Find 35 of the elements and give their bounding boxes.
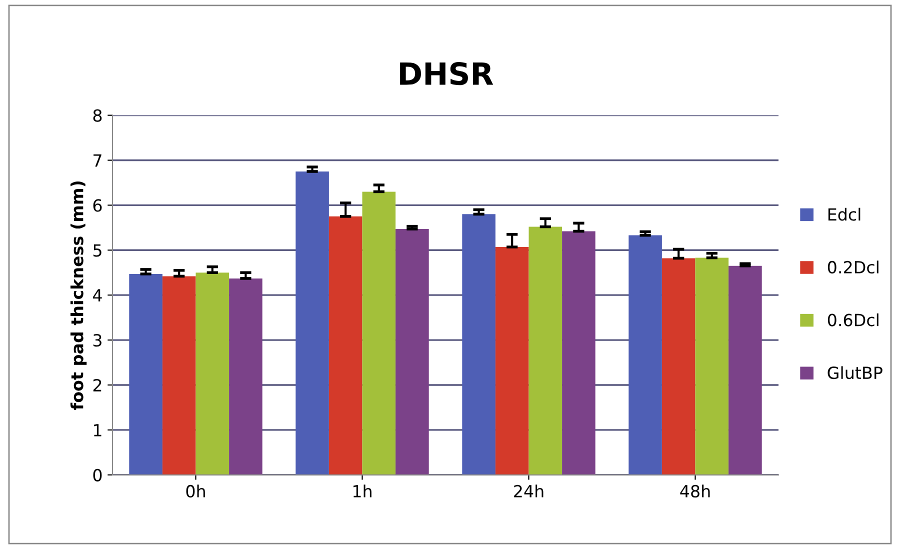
x-tick-label: 0h [186,484,205,498]
bar [296,171,329,475]
legend-label: 0.6Dcl [828,313,878,326]
legend-label: GlutBP [828,366,882,380]
x-tick-label: 48h [680,484,710,498]
y-tick-label: 1 [94,424,102,436]
bar [328,216,362,475]
y-axis-title: foot pad thickness (mm) [70,181,87,410]
bar [728,266,762,475]
bar [229,278,262,475]
bar [562,231,596,475]
bar [196,272,230,475]
legend-label: 0.2Dcl [828,260,878,274]
y-tick-label: 8 [93,109,102,122]
bar [396,229,429,475]
y-tick-label: 6 [93,199,102,212]
bar [528,226,562,475]
y-tick-label: 7 [94,154,102,167]
bar [362,192,396,475]
y-tick-label: 2 [93,378,102,392]
bar [662,258,696,475]
x-tick-label: 1h [353,484,372,498]
legend-label: Edcl [828,208,860,221]
y-tick-label: 0 [93,468,102,482]
bar [129,274,162,475]
x-tick-label: 24h [514,484,544,498]
bar [695,258,729,475]
chart-title: DHSR [400,62,494,86]
y-tick-label: 3 [93,334,102,347]
y-tick-label: 5 [93,244,102,257]
y-tick-label: 4 [92,289,102,302]
bar [628,235,662,475]
bar [462,214,496,475]
bar [162,276,196,475]
bar [495,246,529,475]
